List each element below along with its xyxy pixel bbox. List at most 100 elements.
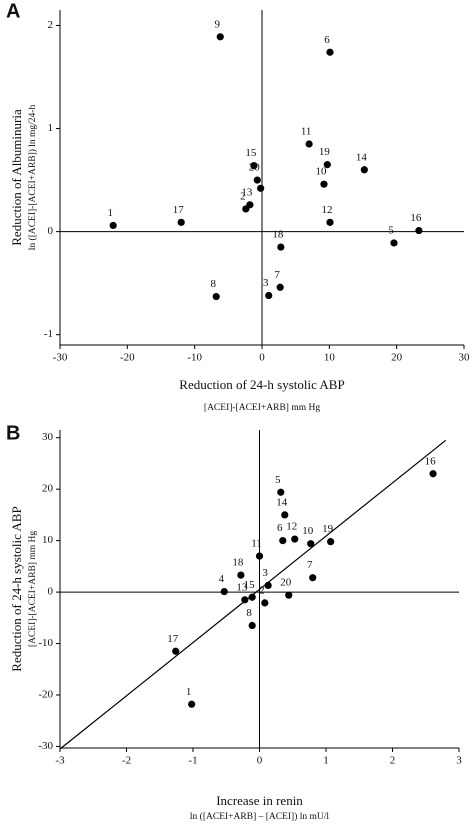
data-point	[281, 511, 289, 519]
data-point	[265, 291, 273, 300]
point-label: 2	[259, 584, 265, 596]
data-point	[220, 587, 228, 596]
data-point	[291, 535, 299, 543]
data-point	[429, 470, 437, 478]
point-label: 4	[219, 573, 225, 585]
point-label: 3	[263, 277, 269, 289]
point-label: 16	[425, 455, 437, 467]
data-point	[241, 596, 249, 604]
x-axis-subtitle: [ACEI]-[ACEI+ARB] mm Hg	[204, 403, 320, 413]
data-point	[177, 218, 185, 226]
point-label: 15	[245, 147, 257, 159]
data-point	[212, 292, 220, 301]
point-label: 12	[286, 521, 297, 533]
point-label: 13	[236, 581, 248, 593]
y-tick-label: 0	[48, 225, 54, 237]
y-tick-label: 1	[48, 122, 54, 134]
x-tick-label: 10	[324, 352, 336, 364]
point-label: 1	[186, 686, 192, 698]
data-point	[277, 488, 285, 496]
data-point	[307, 540, 315, 548]
x-tick-label: 3	[456, 755, 462, 767]
y-tick-label: 2	[48, 19, 54, 31]
y-axis-subtitle: [ACEI]-[ACEI+ARB] mm Hg	[28, 531, 38, 647]
x-axis-title: Reduction of 24-h systolic ABP	[179, 377, 344, 392]
point-label: 13	[241, 186, 253, 198]
x-tick-label: 1	[323, 755, 329, 767]
point-label: 3	[262, 567, 268, 579]
point-label: 9	[215, 18, 221, 30]
x-axis-subtitle: ln ([ACEI+ARB] – [ACEI]) ln mU/l	[190, 811, 329, 822]
point-label: 16	[410, 212, 422, 224]
data-point	[360, 166, 368, 174]
x-tick-label: -20	[120, 352, 135, 364]
data-point	[320, 180, 328, 188]
point-label: 19	[322, 523, 334, 535]
data-point	[309, 574, 317, 582]
y-tick-label: -1	[44, 328, 53, 340]
x-tick-label: 20	[391, 352, 403, 364]
point-label: 7	[307, 559, 313, 571]
data-point	[248, 621, 256, 630]
point-label: 19	[319, 146, 331, 158]
y-axis-subtitle: ln ([ACEI]-[ACEI+ARB]) ln mg/24-h	[27, 105, 38, 251]
point-label: 10	[315, 166, 327, 178]
point-label: 11	[251, 538, 262, 550]
point-label: 7	[274, 269, 280, 281]
data-point	[216, 33, 224, 41]
data-point	[246, 201, 254, 209]
data-point	[305, 140, 313, 148]
data-point	[255, 552, 264, 560]
y-tick-label: 20	[42, 483, 54, 495]
data-point	[326, 48, 334, 56]
y-tick-label: 0	[48, 586, 54, 598]
data-point	[264, 581, 272, 589]
data-point	[237, 571, 245, 579]
data-point	[326, 218, 334, 226]
point-label: 6	[277, 522, 283, 534]
data-point	[279, 537, 287, 545]
x-tick-label: -30	[53, 352, 68, 364]
point-label: 18	[232, 557, 244, 569]
point-label: 18	[272, 229, 284, 241]
point-label: 17	[173, 204, 185, 216]
point-label: 6	[324, 34, 330, 46]
data-point	[188, 700, 196, 708]
point-label: 1	[107, 207, 113, 219]
x-tick-label: 2	[390, 755, 396, 767]
y-tick-label: 10	[42, 534, 54, 546]
point-label: 8	[210, 278, 216, 290]
data-point	[109, 221, 117, 230]
data-point	[253, 176, 261, 184]
x-tick-label: 0	[259, 352, 265, 364]
point-label: 14	[356, 151, 368, 163]
point-label: 17	[167, 633, 179, 645]
data-point	[415, 226, 423, 235]
data-point	[277, 243, 285, 251]
data-point	[390, 239, 398, 247]
data-point	[261, 599, 269, 607]
point-label: 10	[302, 525, 314, 537]
panel-letter: A	[6, 0, 20, 22]
data-point	[248, 593, 256, 601]
point-label: 8	[246, 607, 252, 619]
data-point	[172, 647, 180, 655]
data-point	[285, 591, 293, 599]
x-tick-label: 0	[257, 755, 263, 767]
x-tick-label: 30	[459, 352, 471, 364]
panel-letter: B	[6, 422, 20, 444]
point-label: 14	[276, 496, 288, 508]
point-label: 5	[275, 474, 281, 486]
data-point	[257, 184, 265, 192]
point-label: 20	[249, 162, 261, 174]
y-tick-label: -10	[38, 637, 53, 649]
x-axis-title: Increase in renin	[216, 793, 303, 808]
point-label: 20	[280, 577, 292, 589]
x-tick-label: -10	[187, 352, 202, 364]
point-label: 5	[388, 224, 394, 236]
y-axis-title: Reduction of Albuminuria	[9, 109, 24, 246]
point-label: 2	[240, 190, 246, 202]
data-point	[276, 283, 284, 291]
y-tick-label: -20	[38, 689, 53, 701]
